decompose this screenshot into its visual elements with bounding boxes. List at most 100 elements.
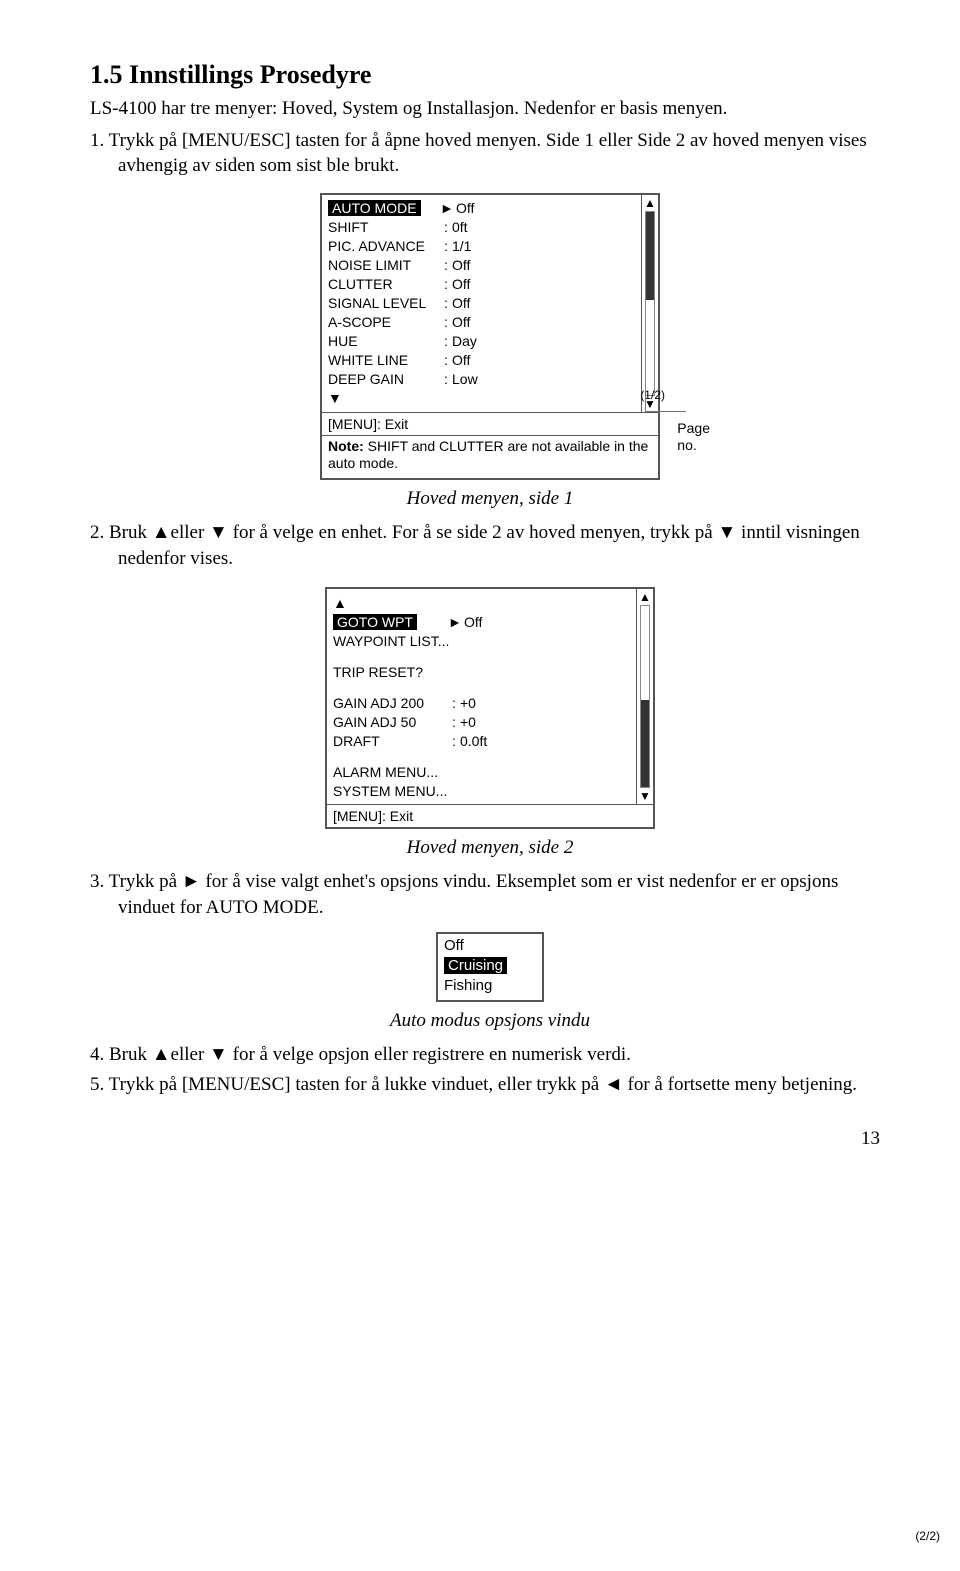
note-bold: Note: (328, 438, 364, 454)
menu-item-label: PIC. ADVANCE (328, 238, 440, 254)
menu1-list: AUTO MODE►OffSHIFT:0ftPIC. ADVANCE:1/1NO… (322, 195, 641, 412)
colon: : (440, 314, 452, 330)
note-text: SHIFT and CLUTTER are not available in t… (328, 438, 648, 472)
menu-item-value: 1/1 (452, 238, 635, 254)
menu-item-label: HUE (328, 333, 440, 349)
menu-item-label: DRAFT (333, 733, 448, 749)
menu-item[interactable]: CLUTTER:Off (328, 275, 635, 294)
menu-item-value: 0ft (452, 219, 635, 235)
menu-item[interactable]: GAIN ADJ 200:+0 (333, 693, 630, 712)
pointer-icon: ► (448, 614, 464, 630)
pointer-icon: ► (440, 200, 456, 216)
menu-item[interactable]: DRAFT:0.0ft (333, 731, 630, 750)
colon: : (440, 371, 452, 387)
colon: : (440, 352, 452, 368)
colon: : (440, 238, 452, 254)
colon: : (440, 257, 452, 273)
menu-item-label: WHITE LINE (328, 352, 440, 368)
menu-item-value: Low (452, 371, 635, 387)
colon: : (448, 695, 460, 711)
step-3: 3. Trykk på ► for å vise valgt enhet's o… (90, 869, 890, 920)
pageno-label: Page no. (677, 420, 710, 454)
menu-item[interactable]: ALARM MENU... (333, 762, 630, 781)
menu-item-label: DEEP GAIN (328, 371, 440, 387)
menu1-note: Note: SHIFT and CLUTTER are not availabl… (322, 436, 658, 478)
step-2: 2. Bruk ▲eller ▼ for å velge en enhet. F… (90, 520, 890, 571)
menu-item[interactable]: WHITE LINE:Off (328, 351, 635, 370)
menu-item[interactable]: GAIN ADJ 50:+0 (333, 712, 630, 731)
scrollbar-track[interactable] (645, 211, 655, 396)
colon: : (440, 276, 452, 292)
scroll-down-icon[interactable]: ▼ (639, 788, 651, 804)
pageno-label-line1: Page (677, 420, 710, 436)
menu2-figure: ▲GOTO WPT►OffWAYPOINT LIST...TRIP RESET?… (325, 587, 655, 829)
menu-item-label: CLUTTER (328, 276, 440, 292)
menu-item[interactable]: SIGNAL LEVEL:Off (328, 294, 635, 313)
menu-item-label: SYSTEM MENU... (333, 783, 448, 799)
menu-item-label: GAIN ADJ 200 (333, 695, 448, 711)
menu-item[interactable]: SHIFT:0ft (328, 218, 635, 237)
menu-item-label: WAYPOINT LIST... (333, 633, 448, 649)
menu2-scrollbar[interactable]: ▲ ▼ (636, 589, 653, 804)
colon: : (448, 714, 460, 730)
pageno-label-line2: no. (677, 437, 696, 453)
menu-item-label: AUTO MODE (328, 200, 440, 216)
pageno-connector-line (645, 393, 686, 412)
scroll-up-icon[interactable]: ▲ (639, 589, 651, 605)
menu-item-value: Off (452, 295, 635, 311)
menu-item[interactable]: GOTO WPT►Off (333, 612, 630, 631)
menu-item-value: 0.0ft (460, 733, 630, 749)
scrollbar-track[interactable] (640, 605, 650, 788)
menu2-list: ▲GOTO WPT►OffWAYPOINT LIST...TRIP RESET?… (327, 589, 636, 804)
menu-item-value: Off (456, 200, 635, 216)
colon: : (440, 219, 452, 235)
menu-item[interactable]: PIC. ADVANCE:1/1 (328, 237, 635, 256)
menu-item[interactable]: A-SCOPE:Off (328, 313, 635, 332)
caption-1: Hoved menyen, side 1 (90, 488, 890, 510)
more-up-icon: ▲ (333, 593, 630, 612)
menu-item[interactable]: SYSTEM MENU... (333, 781, 630, 800)
menu2-footer: [MENU]: Exit (327, 805, 653, 827)
menu1-footer: [MENU]: Exit (322, 413, 658, 435)
scrollbar-thumb[interactable] (641, 700, 649, 787)
menu1-scrollbar[interactable]: ▲ ▼ (641, 195, 658, 412)
menu-item-label: SHIFT (328, 219, 440, 235)
menu-item-value: Day (452, 333, 635, 349)
intro-text: LS-4100 har tre menyer: Hoved, System og… (90, 96, 890, 122)
option-item[interactable]: Cruising (444, 957, 536, 977)
menu-item-label: ALARM MENU... (333, 764, 448, 780)
step-5: 5. Trykk på [MENU/ESC] tasten for å lukk… (90, 1072, 890, 1098)
menu-item-value: +0 (460, 714, 630, 730)
option-item[interactable]: Fishing (444, 977, 536, 997)
menu-item-value: Off (452, 352, 635, 368)
menu-item-label: NOISE LIMIT (328, 257, 440, 273)
menu-item[interactable]: AUTO MODE►Off (328, 199, 635, 218)
menu-item-label: GOTO WPT (333, 614, 448, 630)
caption-2: Hoved menyen, side 2 (90, 837, 890, 859)
menu-item[interactable]: HUE:Day (328, 332, 635, 351)
page-indicator-2: (2/2) (915, 1529, 940, 1543)
section-heading: 1.5 Innstillings Prosedyre (90, 60, 890, 90)
colon: : (448, 733, 460, 749)
menu-item[interactable]: WAYPOINT LIST... (333, 631, 630, 650)
scroll-up-icon[interactable]: ▲ (644, 195, 656, 211)
scrollbar-thumb[interactable] (646, 212, 654, 300)
menu-item[interactable]: TRIP RESET? (333, 662, 630, 681)
menu1-figure: AUTO MODE►OffSHIFT:0ftPIC. ADVANCE:1/1NO… (320, 193, 660, 480)
menu-item-label: GAIN ADJ 50 (333, 714, 448, 730)
colon: : (440, 333, 452, 349)
menu-item-value: Off (464, 614, 630, 630)
option-item[interactable]: Off (444, 937, 536, 957)
menu-item-value: Off (452, 276, 635, 292)
menu-item-label: SIGNAL LEVEL (328, 295, 440, 311)
menu-item-label: A-SCOPE (328, 314, 440, 330)
menu-item-value: Off (452, 257, 635, 273)
menu-item[interactable]: DEEP GAIN:Low (328, 370, 635, 389)
colon: : (440, 295, 452, 311)
more-down-icon: ▼ (328, 389, 635, 408)
menu-item[interactable]: NOISE LIMIT:Off (328, 256, 635, 275)
page-number: 13 (90, 1128, 890, 1150)
step-4: 4. Bruk ▲eller ▼ for å velge opsjon elle… (90, 1042, 890, 1068)
auto-mode-options[interactable]: OffCruisingFishing (436, 932, 544, 1002)
step-1: 1. Trykk på [MENU/ESC] tasten for å åpne… (90, 128, 890, 179)
